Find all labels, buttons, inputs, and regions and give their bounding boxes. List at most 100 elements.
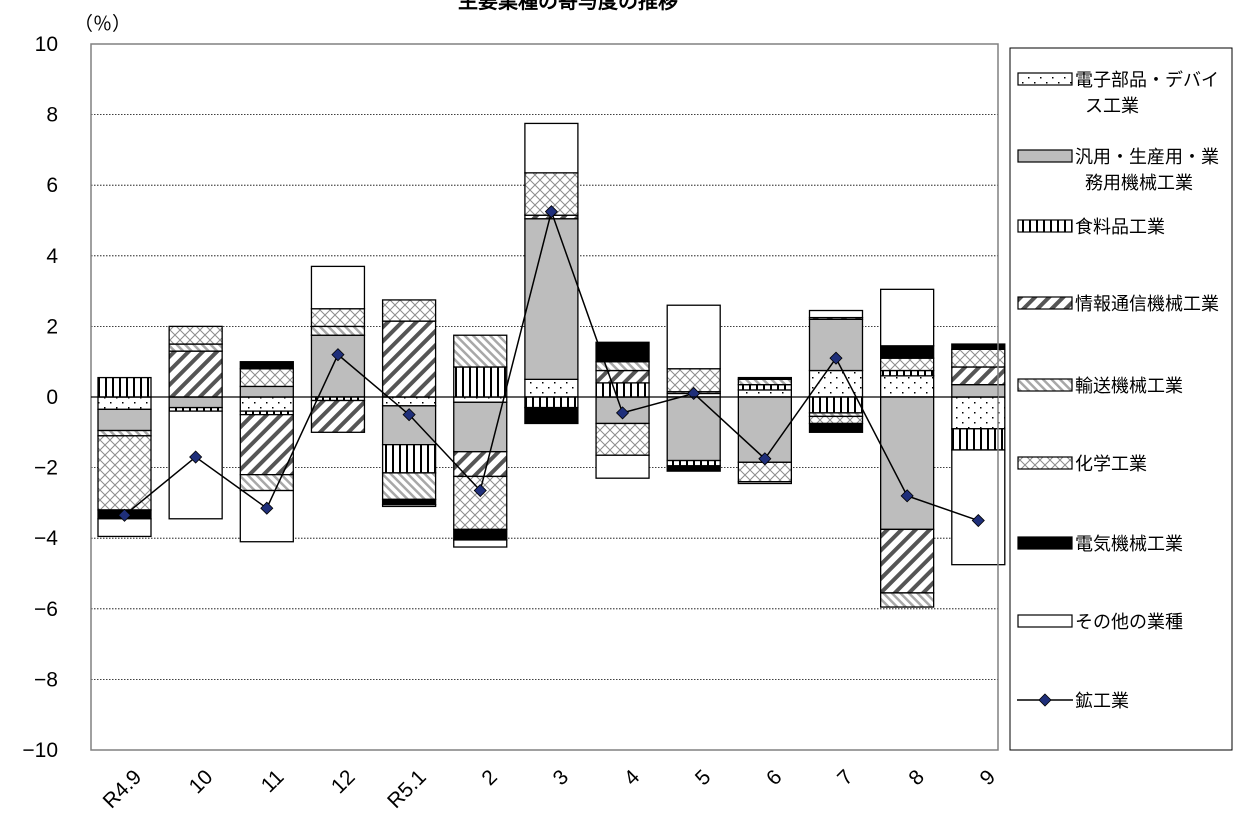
legend-frame: [1009, 47, 1233, 751]
bar-segment-2-0: [97, 376, 152, 398]
bar-segment-7-8: [666, 304, 721, 370]
legend-label: 電子部品・デバイス工業: [1075, 70, 1219, 116]
line-point-10: [829, 351, 843, 365]
legend: 電子部品・デバイス工業汎用・生産用・業務用機械工業食料品工業情報通信機械工業輸送…: [1009, 47, 1233, 751]
line-point-5: [473, 483, 487, 498]
legend-swatch-3: [1017, 296, 1073, 310]
line-point-6: [544, 205, 558, 219]
x-tick-label: 7: [833, 765, 858, 790]
bar-segment-1-3: [310, 334, 366, 398]
legend-label: 電気機械工業: [1075, 534, 1183, 554]
bar-segment-0-11: [880, 375, 935, 398]
bar-segment-7-9: [737, 481, 792, 485]
bar-segment-5-4: [381, 299, 437, 322]
bar-segment-5-1: [168, 325, 223, 345]
bar-segment-4-5: [453, 334, 508, 368]
bar-segment-0-12: [951, 396, 1006, 430]
x-tick-label: 8: [904, 765, 929, 790]
bar-segment-1-6: [524, 218, 579, 381]
y-tick-label: −8: [34, 668, 58, 691]
legend-swatch-4: [1017, 378, 1073, 392]
x-tick-label: 6: [762, 765, 787, 790]
bar-segment-3-3: [310, 399, 366, 433]
bar-segment-5-2: [239, 368, 294, 388]
bar-segment-4-9: [737, 378, 792, 386]
bar-segment-2-12: [951, 428, 1006, 451]
bar-segment-3-11: [880, 528, 935, 594]
line-point-4: [402, 408, 416, 422]
bar-segment-2-6: [524, 396, 579, 409]
y-tick-label: −2: [34, 457, 58, 480]
legend-label: 化学工業: [1075, 454, 1147, 474]
y-tick-label: 8: [46, 104, 58, 127]
bar-segment-5-7: [595, 422, 650, 456]
bar-segment-3-1: [168, 350, 223, 398]
bar-segment-0-6: [524, 378, 579, 398]
bar-segment-0-5: [453, 396, 508, 403]
legend-swatch-5: [1017, 456, 1073, 470]
bar-segment-5-12: [951, 348, 1006, 368]
line-point-12: [971, 513, 985, 528]
y-tick-label: −4: [34, 527, 58, 550]
x-tick-label: 12: [327, 765, 360, 798]
bar-segment-7-4: [381, 504, 437, 508]
x-tick-label: 2: [477, 765, 502, 790]
x-tick-label: 3: [549, 765, 574, 790]
bar-segment-2-10: [808, 396, 864, 414]
y-tick-label: 4: [46, 245, 58, 268]
line-point-9: [758, 452, 772, 466]
y-tick-label: −6: [34, 598, 58, 621]
legend-swatch-1: [1017, 149, 1073, 163]
bar-segment-4-3: [310, 325, 366, 336]
bar-segment-4-11: [880, 592, 935, 608]
bar-segment-3-12: [951, 366, 1006, 386]
legend-label: その他の業種: [1075, 612, 1183, 632]
bar-segment-6-8: [666, 465, 721, 472]
legend-swatch-7: [1017, 614, 1073, 628]
x-axis-ticks: R4.9 10 11 12 R5.1 2 3 4 5 6 7 8 9: [99, 765, 1000, 813]
y-tick-label: −10: [22, 739, 58, 762]
bar-segment-2-8: [666, 459, 721, 467]
bar-segment-4-1: [168, 343, 223, 352]
bar-segment-0-2: [239, 396, 294, 412]
y-unit-label: （％）: [74, 13, 131, 35]
x-tick-label: 10: [185, 765, 218, 798]
y-tick-label: 6: [46, 174, 58, 197]
bar-segment-2-7: [595, 382, 650, 398]
bar-segment-3-7: [595, 369, 650, 384]
x-tick-label: 5: [691, 765, 716, 790]
bar-segment-2-5: [453, 366, 508, 398]
line-point-0: [117, 508, 132, 522]
line-series: [117, 205, 985, 528]
bar-segment-3-5: [453, 451, 508, 478]
bar-segment-7-2: [239, 489, 294, 543]
bar-segment-7-6: [524, 122, 579, 174]
bar-segment-4-0: [97, 429, 152, 437]
bar-segment-1-8: [666, 396, 721, 462]
bar-segment-4-7: [595, 361, 650, 372]
x-tick-label: 11: [257, 765, 289, 797]
bar-segment-6-10: [808, 422, 864, 433]
y-axis-ticks: 10 8 6 4 2 0 −2 −4 −6 −8 −10: [22, 33, 58, 762]
legend-swatch-2: [1017, 219, 1073, 233]
bar-segment-4-4: [381, 472, 437, 501]
bar-segment-7-12: [951, 449, 1006, 566]
x-tick-label: 9: [975, 765, 1000, 790]
y-tick-label: 0: [46, 386, 58, 409]
bar-segment-5-11: [880, 357, 935, 372]
y-tick-label: 10: [35, 33, 58, 56]
bar-segment-5-10: [808, 415, 864, 425]
bar-segment-6-9: [737, 376, 792, 380]
bar-segment-6-7: [595, 341, 650, 363]
bar-segment-1-0: [97, 408, 152, 432]
line-point-3: [331, 348, 345, 362]
bar-segment-1-11: [880, 396, 935, 531]
x-tick-label: R5.1: [383, 765, 431, 813]
bar-segment-7-10: [808, 309, 864, 319]
bar-segment-2-4: [381, 444, 437, 474]
chart-title: 主要業種の寄与度の推移: [458, 0, 678, 13]
x-tick-label: 4: [620, 765, 645, 790]
legend-label: 輸送機械工業: [1075, 376, 1183, 396]
line-point-2: [260, 501, 274, 515]
